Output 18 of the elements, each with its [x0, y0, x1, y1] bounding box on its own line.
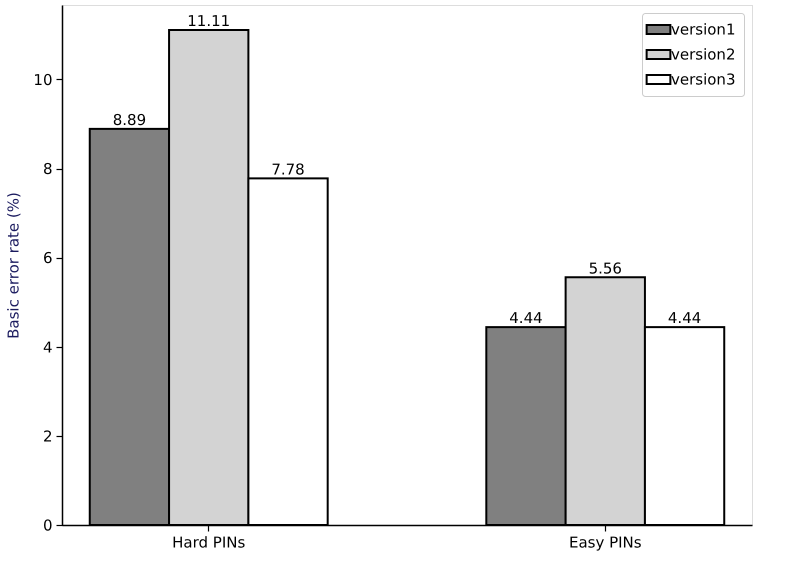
data-label: 5.56 [588, 259, 622, 278]
data-label: 8.89 [112, 110, 146, 129]
y-tick-label: 2 [42, 427, 52, 446]
y-tick-label: 8 [42, 160, 52, 178]
legend-label: version3 [671, 70, 736, 88]
y-tick-label: 0 [42, 516, 52, 534]
data-label: 11.11 [187, 12, 230, 30]
y-tick-label: 6 [42, 249, 52, 268]
data-label: 4.44 [509, 309, 543, 328]
data-label: 7.78 [271, 160, 305, 178]
y-axis-title: Basic error rate (%) [4, 192, 22, 339]
x-tick-label: Hard PINs [172, 534, 246, 552]
legend-label: version2 [671, 46, 736, 64]
data-label: 4.44 [668, 309, 702, 328]
y-tick-label: 10 [33, 70, 52, 89]
y-tick-label: 4 [42, 338, 52, 356]
legend-label: version1 [671, 20, 736, 38]
x-tick-label: Easy PINs [568, 534, 642, 552]
